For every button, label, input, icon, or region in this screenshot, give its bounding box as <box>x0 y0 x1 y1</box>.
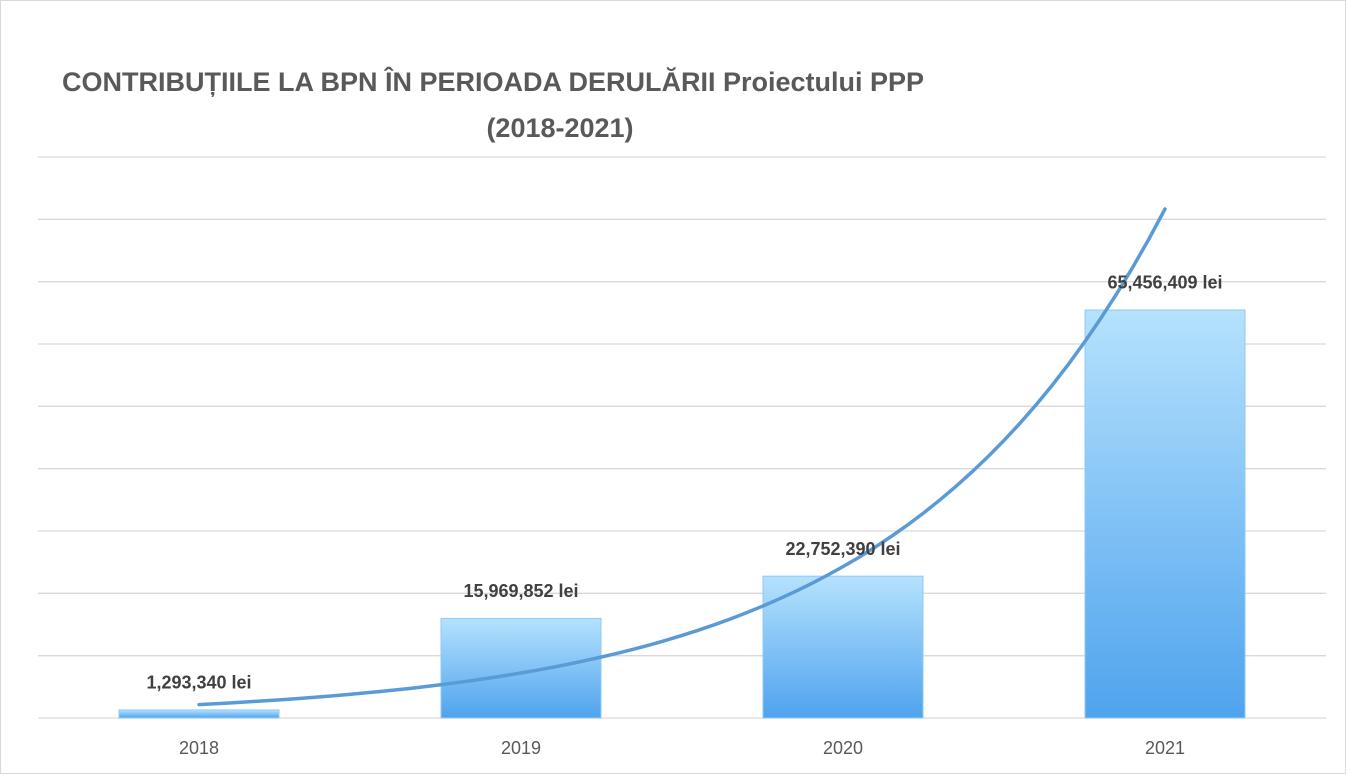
data-label: 15,969,852 lei <box>463 581 578 601</box>
x-tick-label: 2020 <box>823 738 863 758</box>
x-tick-label: 2018 <box>179 738 219 758</box>
data-label: 65,456,409 lei <box>1107 273 1222 293</box>
bar <box>1084 309 1246 719</box>
chart-title: (2018-2021) <box>486 113 633 143</box>
data-label: 22,752,390 lei <box>785 539 900 559</box>
bar <box>118 709 280 719</box>
chart-title: CONTRIBUȚIILE LA BPN ÎN PERIOADA DERULĂR… <box>62 66 924 97</box>
x-tick-label: 2021 <box>1145 738 1185 758</box>
x-tick-label: 2019 <box>501 738 541 758</box>
bar <box>762 575 924 719</box>
trendline <box>197 207 1167 707</box>
bar <box>440 617 602 719</box>
data-label: 1,293,340 lei <box>146 673 251 693</box>
